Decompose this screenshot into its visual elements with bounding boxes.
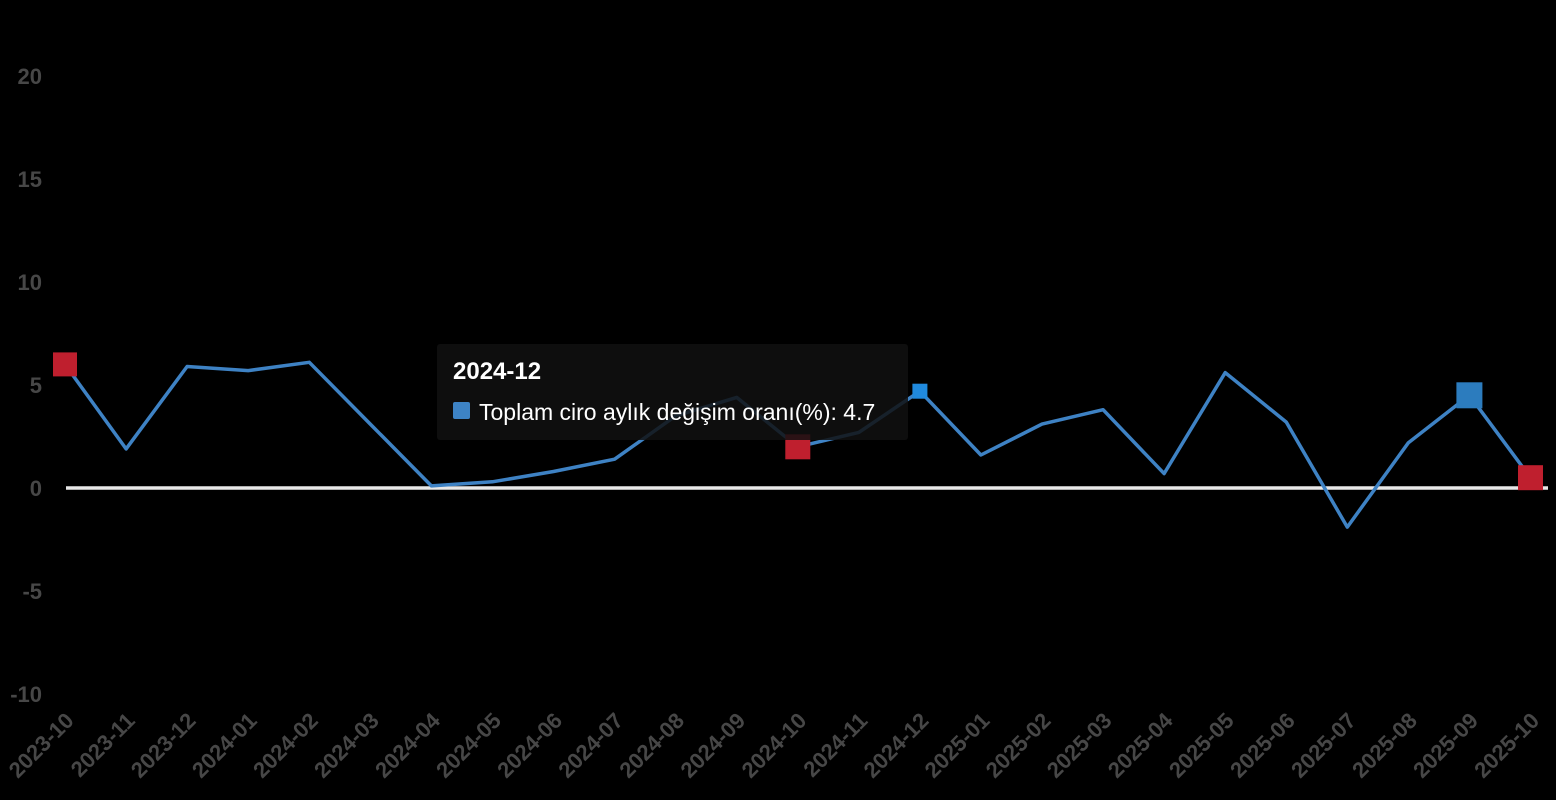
x-axis-label-2024-06: 2024-06 (492, 708, 567, 783)
tooltip-title: 2024-12 (453, 358, 541, 385)
tooltip-legend-swatch-icon (453, 402, 470, 419)
y-axis-label--10: -10 (10, 682, 42, 707)
marker-2025-10[interactable] (1518, 465, 1543, 491)
x-axis-label-2024-04: 2024-04 (370, 707, 445, 782)
x-axis-label-2025-02: 2025-02 (981, 708, 1056, 783)
tooltip-series-text: Toplam ciro aylık değişim oranı(%): 4.7 (479, 399, 875, 425)
x-axis-label-2025-04: 2025-04 (1103, 707, 1178, 782)
x-axis-label-2023-10: 2023-10 (4, 708, 79, 783)
tooltip (437, 344, 908, 440)
x-axis-label-2024-02: 2024-02 (248, 708, 323, 783)
x-axis-label-2025-09: 2025-09 (1408, 708, 1483, 783)
marker-2025-09[interactable] (1456, 382, 1483, 409)
x-axis-label-2024-10: 2024-10 (737, 708, 812, 783)
x-axis-label-2024-01: 2024-01 (187, 708, 262, 783)
y-axis-label-10: 10 (18, 270, 42, 295)
x-axis-label-2024-05: 2024-05 (431, 708, 506, 783)
x-axis-label-2025-05: 2025-05 (1164, 708, 1239, 783)
y-axis-label-15: 15 (18, 167, 42, 192)
y-axis-label-5: 5 (30, 373, 42, 398)
x-axis-label-2025-01: 2025-01 (920, 708, 995, 783)
x-axis-label-2025-06: 2025-06 (1225, 708, 1300, 783)
y-axis-label-20: 20 (18, 64, 42, 89)
x-axis-label-2023-12: 2023-12 (126, 708, 201, 783)
marker-2023-10[interactable] (53, 352, 77, 377)
x-axis-label-2024-03: 2024-03 (309, 708, 384, 783)
x-axis-label-2024-09: 2024-09 (675, 708, 750, 783)
x-axis-label-2025-10: 2025-10 (1469, 708, 1544, 783)
marker-2024-12[interactable] (912, 383, 928, 399)
x-axis-label-2024-07: 2024-07 (553, 708, 628, 783)
x-axis-label-2023-11: 2023-11 (66, 708, 140, 782)
x-axis: 2023-102023-112023-122024-012024-022024-… (4, 707, 1544, 782)
y-axis: 20 15 10 5 0 -5 -10 (10, 64, 42, 707)
x-axis-label-2024-08: 2024-08 (614, 708, 689, 783)
x-axis-label-2025-07: 2025-07 (1286, 708, 1361, 783)
x-axis-label-2025-03: 2025-03 (1042, 708, 1117, 783)
x-axis-label-2024-11: 2024-11 (798, 708, 872, 782)
y-axis-label--5: -5 (22, 579, 42, 604)
x-axis-label-2024-12: 2024-12 (859, 708, 934, 783)
y-axis-label-0: 0 (30, 476, 42, 501)
x-axis-label-2025-08: 2025-08 (1347, 708, 1422, 783)
